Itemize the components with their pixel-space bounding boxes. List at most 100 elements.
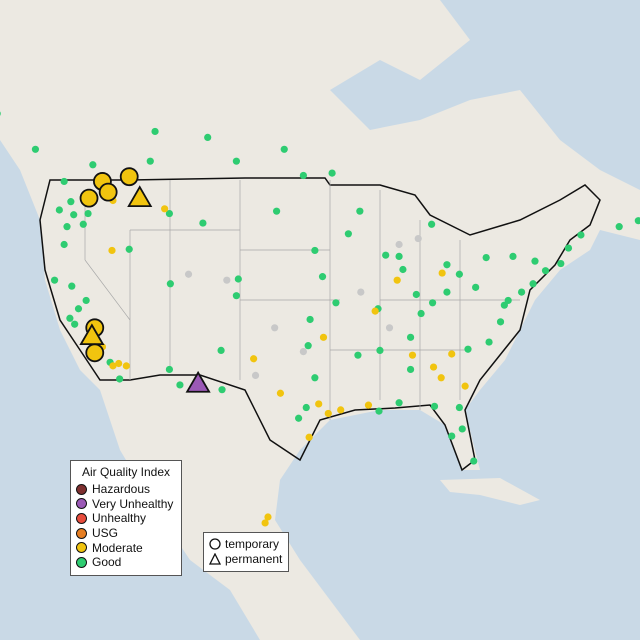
monitor-moderate xyxy=(250,355,258,363)
color-swatch xyxy=(76,498,87,510)
monitor-nodata xyxy=(385,324,394,332)
monitor-good xyxy=(311,374,319,382)
monitor-good xyxy=(328,169,336,177)
monitor-good xyxy=(485,338,493,346)
monitor-moderate xyxy=(319,333,328,341)
legend-label: Hazardous xyxy=(92,482,151,497)
legend-very-unhealthy: Very Unhealthy xyxy=(71,497,181,512)
temporary-moderate-marker xyxy=(98,182,118,202)
type-legend: temporary permanent xyxy=(203,532,289,572)
monitor-good xyxy=(577,231,585,239)
temporary-moderate-marker xyxy=(119,167,139,187)
monitor-moderate xyxy=(448,350,456,358)
monitor-good xyxy=(60,177,68,186)
color-swatch xyxy=(76,527,87,539)
legend-label: USG xyxy=(92,526,119,541)
monitor-moderate xyxy=(261,519,269,527)
large-markers xyxy=(79,167,211,393)
monitor-good xyxy=(151,127,159,136)
monitor-good xyxy=(125,245,133,253)
legend-permanent: permanent xyxy=(204,552,288,567)
monitor-good xyxy=(541,267,550,275)
monitor-moderate xyxy=(305,433,313,441)
monitor-good xyxy=(60,240,68,249)
monitor-good xyxy=(496,318,505,326)
monitor-moderate xyxy=(337,406,345,414)
monitor-good xyxy=(165,209,174,218)
monitor-nodata xyxy=(251,371,260,379)
monitor-good xyxy=(71,320,79,328)
monitor-good xyxy=(634,217,640,225)
monitor-good xyxy=(428,220,436,228)
monitor-nodata xyxy=(271,324,279,332)
permanent-moderate-marker xyxy=(127,185,153,207)
monitor-good xyxy=(395,252,403,260)
monitor-moderate xyxy=(371,307,379,315)
us-border xyxy=(39,177,601,472)
monitor-moderate xyxy=(438,269,446,277)
monitor-good xyxy=(448,432,456,440)
temporary-moderate-marker xyxy=(85,343,105,363)
monitor-good xyxy=(232,292,240,300)
legend-label: Very Unhealthy xyxy=(92,496,174,511)
monitor-good xyxy=(280,145,288,153)
monitor-points xyxy=(0,111,640,527)
color-swatch xyxy=(76,512,87,524)
monitor-good xyxy=(116,375,124,383)
monitor-good xyxy=(412,290,420,299)
monitor-good xyxy=(55,206,63,214)
color-swatch xyxy=(76,556,87,568)
monitor-good xyxy=(482,253,490,262)
monitor-moderate xyxy=(437,374,445,382)
monitor-moderate xyxy=(109,362,117,370)
monitor-good xyxy=(395,399,403,407)
monitor-good xyxy=(165,365,174,374)
monitor-good xyxy=(344,230,352,238)
monitor-good xyxy=(50,276,59,284)
monitor-nodata xyxy=(184,270,193,278)
monitor-good xyxy=(318,273,327,281)
monitor-good xyxy=(63,223,71,231)
legend-label: Unhealthy xyxy=(92,511,147,526)
monitor-moderate xyxy=(324,409,332,418)
monitor-good xyxy=(557,259,565,268)
legend-label: Moderate xyxy=(92,540,143,555)
monitor-good xyxy=(443,261,451,269)
monitor-good xyxy=(68,282,76,290)
monitor-good xyxy=(509,252,517,260)
monitor-good xyxy=(166,280,174,288)
legend-unhealthy: Unhealthy xyxy=(71,511,181,526)
monitor-moderate xyxy=(364,401,373,409)
monitor-good xyxy=(399,265,407,274)
monitor-good xyxy=(176,381,184,389)
monitor-good xyxy=(470,457,478,465)
monitor-good xyxy=(332,299,340,307)
monitor-good xyxy=(82,296,90,305)
monitor-good xyxy=(272,207,281,215)
monitor-good xyxy=(70,211,78,219)
monitor-moderate xyxy=(108,246,116,255)
monitor-nodata xyxy=(223,276,231,284)
legend-label: temporary xyxy=(225,537,280,552)
monitor-good xyxy=(376,346,384,355)
monitor-moderate xyxy=(276,389,285,397)
monitor-good xyxy=(84,209,92,218)
legend-hazardous: Hazardous xyxy=(71,482,181,497)
color-swatch xyxy=(76,542,87,554)
monitor-good xyxy=(354,351,362,359)
monitor-good xyxy=(455,270,463,278)
monitor-good xyxy=(531,257,539,265)
cuba xyxy=(440,478,540,505)
aqi-legend-title: Air Quality Index xyxy=(81,465,171,479)
monitor-good xyxy=(406,365,415,374)
monitor-good xyxy=(455,403,463,412)
permanent-very-unhealthy-marker xyxy=(185,370,211,393)
monitor-good xyxy=(464,345,472,353)
circle-icon xyxy=(209,538,221,550)
legend-usg: USG xyxy=(71,526,181,541)
monitor-good xyxy=(615,223,623,231)
monitor-good xyxy=(311,246,319,255)
monitor-good xyxy=(199,219,207,227)
monitor-good xyxy=(417,309,425,318)
monitor-good xyxy=(74,305,83,313)
